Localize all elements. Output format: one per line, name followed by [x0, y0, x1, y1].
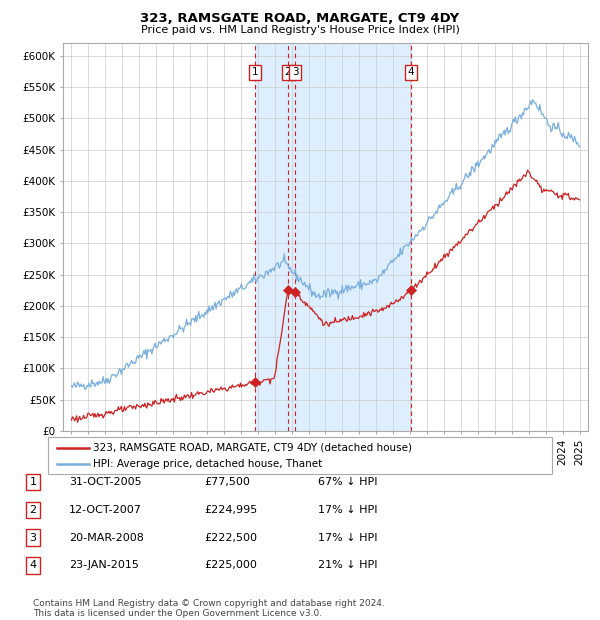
Text: 12-OCT-2007: 12-OCT-2007: [69, 505, 142, 515]
Text: 17% ↓ HPI: 17% ↓ HPI: [318, 505, 377, 515]
Text: Contains HM Land Registry data © Crown copyright and database right 2024.
This d: Contains HM Land Registry data © Crown c…: [33, 599, 385, 618]
Text: £222,500: £222,500: [204, 533, 257, 542]
Text: 67% ↓ HPI: 67% ↓ HPI: [318, 477, 377, 487]
Text: 31-OCT-2005: 31-OCT-2005: [69, 477, 142, 487]
Text: 23-JAN-2015: 23-JAN-2015: [69, 560, 139, 570]
Text: 323, RAMSGATE ROAD, MARGATE, CT9 4DY (detached house): 323, RAMSGATE ROAD, MARGATE, CT9 4DY (de…: [93, 443, 412, 453]
Text: 3: 3: [29, 533, 37, 542]
Text: £77,500: £77,500: [204, 477, 250, 487]
Text: 4: 4: [408, 68, 415, 78]
Text: 3: 3: [292, 68, 299, 78]
Text: £225,000: £225,000: [204, 560, 257, 570]
Text: 4: 4: [29, 560, 37, 570]
Text: HPI: Average price, detached house, Thanet: HPI: Average price, detached house, Than…: [93, 459, 322, 469]
Text: 21% ↓ HPI: 21% ↓ HPI: [318, 560, 377, 570]
Bar: [295, 43, 411, 431]
Text: 2: 2: [284, 68, 291, 78]
Text: 1: 1: [29, 477, 37, 487]
Text: 1: 1: [251, 68, 258, 78]
Text: 20-MAR-2008: 20-MAR-2008: [69, 533, 144, 542]
Text: £224,995: £224,995: [204, 505, 257, 515]
Bar: [255, 43, 295, 431]
Text: 2: 2: [29, 505, 37, 515]
Text: 323, RAMSGATE ROAD, MARGATE, CT9 4DY: 323, RAMSGATE ROAD, MARGATE, CT9 4DY: [140, 12, 460, 25]
Text: 17% ↓ HPI: 17% ↓ HPI: [318, 533, 377, 542]
Text: Price paid vs. HM Land Registry's House Price Index (HPI): Price paid vs. HM Land Registry's House …: [140, 25, 460, 35]
